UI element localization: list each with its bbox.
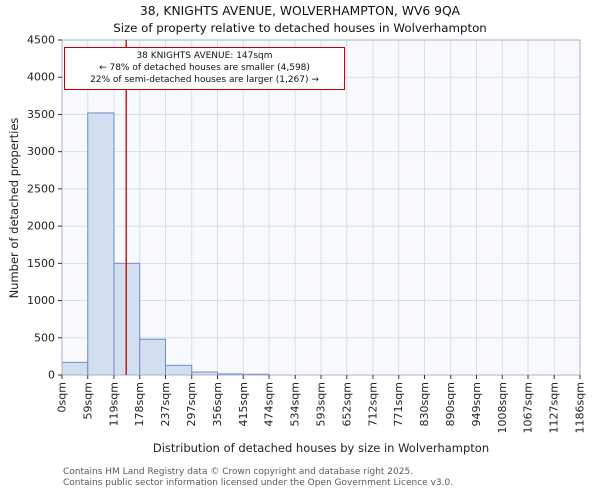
- footer: Contains HM Land Registry data © Crown c…: [63, 467, 453, 488]
- histogram-bar: [139, 338, 167, 376]
- x-tick-label: 1008sqm: [496, 382, 509, 433]
- x-tick-label: 415sqm: [237, 382, 250, 426]
- page-title: 38, KNIGHTS AVENUE, WOLVERHAMPTON, WV6 9…: [139, 4, 461, 18]
- y-tick-label: 2000: [27, 220, 55, 233]
- y-tick-label: 3500: [27, 108, 55, 121]
- y-tick-label: 500: [34, 331, 55, 344]
- x-tick-label: 0sqm: [56, 382, 69, 412]
- footer-line-2: Contains public sector information licen…: [63, 477, 454, 488]
- annotation-box: 38 KNIGHTS AVENUE: 147sqm ← 78% of detac…: [64, 47, 345, 90]
- annotation-smaller-line: ← 78% of detached houses are smaller (4,…: [99, 63, 310, 73]
- x-tick-label: 830sqm: [418, 382, 431, 426]
- x-tick-label: 712sqm: [366, 382, 379, 426]
- x-tick-label: 1067sqm: [522, 382, 535, 433]
- x-tick-label: 593sqm: [315, 382, 328, 426]
- x-tick-label: 474sqm: [263, 382, 276, 426]
- x-axis-title: Distribution of detached houses by size …: [152, 441, 490, 455]
- y-tick-label: 4500: [27, 34, 55, 47]
- x-tick-label: 297sqm: [185, 382, 198, 426]
- y-tick-label: 3000: [27, 145, 55, 158]
- x-tick-label: 237sqm: [159, 382, 172, 426]
- annotation-larger-line: 22% of semi-detached houses are larger (…: [90, 75, 319, 85]
- annotation-property-line: 38 KNIGHTS AVENUE: 147sqm: [136, 51, 273, 61]
- histogram-bar: [61, 361, 89, 376]
- y-tick-label: 0: [48, 369, 55, 382]
- x-tick-label: 59sqm: [81, 382, 94, 419]
- y-tick-label: 1500: [27, 257, 55, 270]
- y-tick-label: 2500: [27, 182, 55, 195]
- x-tick-label: 890sqm: [444, 382, 457, 426]
- x-tick-label: 534sqm: [289, 382, 302, 426]
- x-tick-label: 178sqm: [133, 382, 146, 426]
- y-axis-title: Number of detached properties: [7, 117, 21, 299]
- histogram-bar: [87, 112, 115, 376]
- x-tick-label: 1186sqm: [574, 382, 587, 433]
- footer-line-1: Contains HM Land Registry data © Crown c…: [63, 467, 414, 477]
- x-tick-label: 356sqm: [211, 382, 224, 426]
- y-tick-label: 1000: [27, 294, 55, 307]
- y-tick-label: 4000: [27, 71, 55, 84]
- x-tick-label: 119sqm: [107, 382, 120, 426]
- page-subtitle: Size of property relative to detached ho…: [113, 21, 487, 35]
- x-tick-label: 1127sqm: [548, 382, 561, 433]
- x-tick-label: 949sqm: [470, 382, 483, 426]
- histogram-bar: [165, 364, 193, 376]
- x-tick-label: 652sqm: [340, 382, 353, 426]
- x-tick-label: 771sqm: [392, 382, 405, 426]
- histogram-bar: [113, 262, 141, 376]
